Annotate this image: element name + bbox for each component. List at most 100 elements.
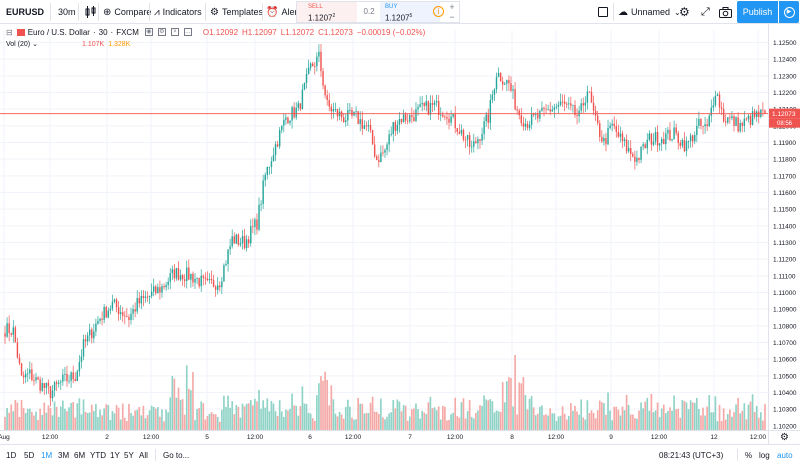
legend-low: L1.12072	[280, 27, 315, 37]
close-icon[interactable]	[60, 41, 67, 48]
volume-bar	[8, 412, 10, 430]
axis-settings-button[interactable]: ⚙	[780, 432, 789, 443]
range-all[interactable]: All	[139, 445, 148, 465]
volume-bar	[192, 372, 194, 430]
candle-body	[88, 329, 91, 336]
range-3m[interactable]: 3M	[58, 445, 69, 465]
buy-price-pip: 5	[409, 13, 413, 19]
candle-body	[514, 89, 516, 110]
eye-icon[interactable]: ◉	[144, 28, 153, 36]
screenshot-button[interactable]	[719, 0, 732, 24]
interval-button[interactable]: 30m	[58, 0, 76, 24]
volume-bar	[313, 420, 316, 430]
alert-button[interactable]: ⏰ Alert	[266, 0, 300, 24]
volume-bar	[747, 404, 750, 430]
range-6m[interactable]: 6M	[74, 445, 85, 465]
fullscreen-button[interactable]: ⤢	[701, 0, 713, 24]
plus-icon[interactable]: +	[449, 2, 455, 12]
volume-bar	[530, 395, 533, 430]
volume-bar	[570, 403, 572, 430]
volume-bar	[698, 409, 700, 430]
volume-bar	[384, 419, 386, 430]
settings-icon[interactable]	[51, 41, 58, 48]
volume-bar	[47, 405, 50, 430]
collapse-icon[interactable]: ⊟	[6, 27, 13, 37]
candle-body	[487, 114, 489, 123]
trade-panel: SELL 1.12072 0.2 BUY 1.12075 i + −	[296, 1, 460, 23]
volume-bar	[634, 418, 636, 430]
range-1m[interactable]: 1M	[41, 445, 52, 465]
volume-bar	[113, 413, 116, 430]
chart-grid	[0, 30, 768, 430]
auto-toggle[interactable]: auto	[777, 445, 793, 465]
candle-body	[398, 118, 401, 125]
candle-body	[369, 125, 372, 130]
volume-bar	[229, 407, 231, 430]
range-5y[interactable]: 5Y	[124, 445, 134, 465]
more-icon[interactable]	[69, 41, 76, 48]
volume-bar	[646, 397, 649, 430]
volume-bar	[526, 409, 529, 430]
price-chart[interactable]: 1.125001.124001.123001.122001.121001.120…	[0, 24, 800, 444]
range-5d[interactable]: 5D	[24, 445, 34, 465]
divider	[613, 3, 614, 21]
indicators-button[interactable]: ⩘ Indicators	[154, 0, 202, 24]
volume-bar	[119, 419, 122, 430]
candle-body	[673, 127, 675, 140]
volume-bar	[123, 417, 126, 430]
fullscreen-toggle[interactable]	[598, 0, 608, 24]
go-to-date-button[interactable]: Go to...	[163, 445, 189, 465]
candle-body	[200, 275, 202, 287]
percent-toggle[interactable]: %	[745, 445, 752, 465]
candle-body	[506, 80, 508, 84]
more-icon[interactable]: …	[183, 28, 192, 36]
compare-button[interactable]: ⊕ Compare	[103, 0, 151, 24]
candle-body	[404, 114, 407, 121]
candle-body	[458, 131, 461, 134]
volume-bar	[615, 406, 618, 430]
candle-body	[41, 383, 43, 391]
quantity-stepper[interactable]: + −	[445, 2, 459, 22]
eye-icon[interactable]	[42, 41, 49, 48]
close-icon[interactable]: ×	[170, 28, 179, 36]
volume-bar	[380, 398, 382, 430]
chevron-down-icon[interactable]: ⌄	[32, 41, 38, 48]
price-axis[interactable]: 1.125001.124001.123001.122001.121001.120…	[773, 40, 797, 430]
info-icon[interactable]: i	[433, 6, 444, 17]
time-axis[interactable]: Aug 12:00 2 12:00 5 12:00 6 12:00 7 12:00 8 12:00 9 1…	[0, 434, 767, 441]
range-1y[interactable]: 1Y	[110, 445, 120, 465]
settings-button[interactable]: ⚙	[679, 0, 693, 24]
volume-bar	[167, 412, 170, 430]
candle-body	[258, 204, 260, 230]
layout-button[interactable]: ☁ Unnamed ⌄	[618, 0, 681, 24]
sell-button[interactable]: SELL 1.12072	[297, 2, 357, 23]
volume-bar	[413, 408, 415, 430]
settings-icon[interactable]: ⚙	[157, 28, 166, 36]
candle-body	[316, 56, 318, 67]
candle-body	[627, 148, 630, 152]
gear-icon[interactable]: ⚙	[780, 432, 789, 443]
range-1d[interactable]: 1D	[6, 445, 16, 465]
volume-bar	[619, 415, 622, 430]
range-ytd[interactable]: YTD	[90, 445, 106, 465]
candle-body	[489, 99, 492, 123]
symbol-search[interactable]: EURUSD	[6, 0, 44, 24]
timezone-button[interactable]: 08:21:43 (UTC+3)	[659, 445, 723, 465]
templates-button[interactable]: ⚙ Templates	[210, 0, 263, 24]
volume-bar	[510, 377, 512, 430]
range-label: 1D	[6, 450, 17, 460]
candle-body	[177, 268, 180, 280]
candle-body	[217, 285, 219, 290]
bar-style-button[interactable]	[85, 0, 96, 24]
publish-options-button[interactable]: ▶	[779, 1, 799, 23]
volume-bar	[565, 419, 568, 430]
buy-button[interactable]: BUY 1.12075	[380, 2, 440, 23]
log-toggle[interactable]: log	[759, 445, 770, 465]
publish-button[interactable]: Publish	[737, 1, 778, 23]
minus-icon[interactable]: −	[449, 12, 455, 22]
volume-bar	[202, 403, 205, 430]
volume-bar	[392, 399, 395, 430]
volume-bars	[4, 355, 766, 430]
volume-bar	[324, 371, 326, 430]
divider	[205, 3, 206, 21]
